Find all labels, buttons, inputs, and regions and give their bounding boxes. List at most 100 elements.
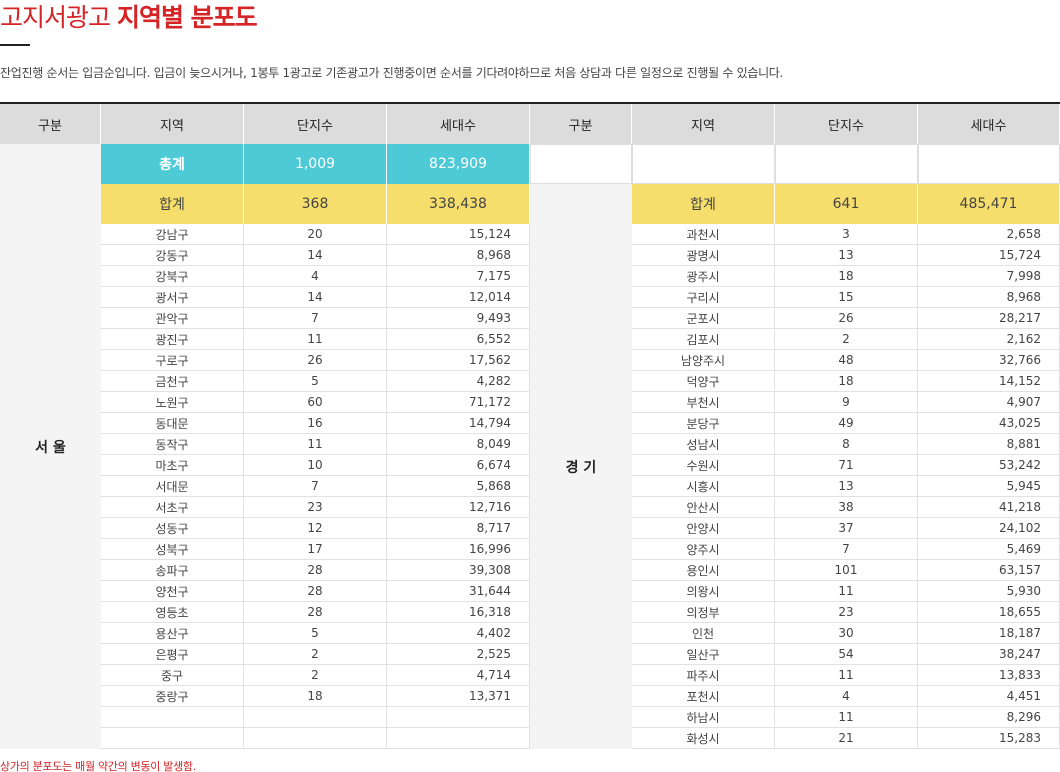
seoul-region-name: 은평구 — [101, 644, 244, 665]
seoul-region-name: 서초구 — [101, 497, 244, 518]
seoul-region-name: 영등초 — [101, 602, 244, 623]
seoul-region-name: 구로구 — [101, 350, 244, 371]
gyeonggi-complex-count: 48 — [775, 350, 918, 371]
gyeonggi-region-name: 일산구 — [632, 644, 775, 665]
gyeonggi-complex-count: 13 — [775, 476, 918, 497]
seoul-household-count: 17,562 — [387, 350, 530, 371]
seoul-household-count: 8,968 — [387, 245, 530, 266]
seoul-complex-count: 14 — [244, 287, 387, 308]
gyeonggi-region-name: 김포시 — [632, 329, 775, 350]
seoul-region-name: 용산구 — [101, 623, 244, 644]
seoul-household-count: 4,282 — [387, 371, 530, 392]
seoul-household-count — [387, 728, 530, 749]
gyeonggi-complex-count: 21 — [775, 728, 918, 749]
gyeonggi-household-count: 13,833 — [918, 665, 1060, 686]
seoul-complex-count: 10 — [244, 455, 387, 476]
seoul-complex-count: 5 — [244, 623, 387, 644]
seoul-sum-complexes: 368 — [244, 184, 387, 224]
gyeonggi-household-count: 4,451 — [918, 686, 1060, 707]
seoul-household-count: 16,318 — [387, 602, 530, 623]
header-cell: 단지수 — [244, 104, 387, 144]
gyeonggi-household-count: 5,945 — [918, 476, 1060, 497]
gyeonggi-household-count: 7,998 — [918, 266, 1060, 287]
gyeonggi-region-name: 인천 — [632, 623, 775, 644]
seoul-household-count — [387, 707, 530, 728]
gyeonggi-complex-count: 18 — [775, 266, 918, 287]
gyeonggi-household-count: 32,766 — [918, 350, 1060, 371]
gyeonggi-complex-count: 7 — [775, 539, 918, 560]
gyeonggi-complex-count: 11 — [775, 707, 918, 728]
seoul-household-count: 16,996 — [387, 539, 530, 560]
gyeonggi-complex-count: 8 — [775, 434, 918, 455]
seoul-complex-count: 20 — [244, 224, 387, 245]
page-description: 잔업진행 순서는 입금순입니다. 입금이 늦으시거나, 1봉투 1광고로 기존광… — [0, 66, 784, 80]
gyeonggi-region-name: 용인시 — [632, 560, 775, 581]
seoul-household-count: 4,402 — [387, 623, 530, 644]
gyeonggi-complex-count: 71 — [775, 455, 918, 476]
seoul-household-count: 2,525 — [387, 644, 530, 665]
gyeonggi-household-count: 15,283 — [918, 728, 1060, 749]
gyeonggi-complex-count: 54 — [775, 644, 918, 665]
seoul-complex-count: 28 — [244, 560, 387, 581]
group-label-seoul: 서 울 — [0, 144, 101, 749]
gyeonggi-complex-count: 37 — [775, 518, 918, 539]
gyeonggi-household-count: 18,655 — [918, 602, 1060, 623]
gyeonggi-region-name: 구리시 — [632, 287, 775, 308]
seoul-household-count: 6,552 — [387, 329, 530, 350]
header-cell: 지역 — [101, 104, 244, 144]
seoul-complex-count: 7 — [244, 308, 387, 329]
seoul-household-count: 13,371 — [387, 686, 530, 707]
seoul-complex-count: 12 — [244, 518, 387, 539]
gyeonggi-household-count: 2,658 — [918, 224, 1060, 245]
seoul-sum-households: 338,438 — [387, 184, 530, 224]
gyeonggi-region-name: 의왕시 — [632, 581, 775, 602]
gyeonggi-region-name: 남양주시 — [632, 350, 775, 371]
seoul-region-name: 강동구 — [101, 245, 244, 266]
seoul-complex-count: 23 — [244, 497, 387, 518]
seoul-complex-count: 28 — [244, 602, 387, 623]
gyeonggi-region-name: 포천시 — [632, 686, 775, 707]
gyeonggi-household-count: 2,162 — [918, 329, 1060, 350]
header-cell: 세대수 — [918, 104, 1060, 144]
seoul-region-name: 송파구 — [101, 560, 244, 581]
title-underline — [0, 44, 30, 46]
gyeonggi-complex-count: 3 — [775, 224, 918, 245]
gyeonggi-complex-count: 13 — [775, 245, 918, 266]
seoul-household-count: 4,714 — [387, 665, 530, 686]
gyeonggi-complex-count: 4 — [775, 686, 918, 707]
seoul-household-count: 31,644 — [387, 581, 530, 602]
gyeonggi-household-count: 18,187 — [918, 623, 1060, 644]
gyeonggi-region-name: 군포시 — [632, 308, 775, 329]
gyeonggi-complex-count: 38 — [775, 497, 918, 518]
gyeonggi-complex-count: 2 — [775, 329, 918, 350]
seoul-region-name: 노원구 — [101, 392, 244, 413]
seoul-complex-count: 26 — [244, 350, 387, 371]
gyeonggi-complex-count: 11 — [775, 665, 918, 686]
seoul-region-name: 동대문 — [101, 413, 244, 434]
gyeonggi-region-name: 덕양구 — [632, 371, 775, 392]
group-label-gyeonggi: 경 기 — [530, 184, 632, 749]
seoul-household-count: 8,049 — [387, 434, 530, 455]
seoul-region-name: 마초구 — [101, 455, 244, 476]
seoul-household-count: 7,175 — [387, 266, 530, 287]
seoul-complex-count — [244, 707, 387, 728]
seoul-region-name: 성동구 — [101, 518, 244, 539]
seoul-region-name: 성북구 — [101, 539, 244, 560]
gyeonggi-complex-count: 26 — [775, 308, 918, 329]
gyeonggi-region-name: 의정부 — [632, 602, 775, 623]
gyeonggi-household-count: 4,907 — [918, 392, 1060, 413]
grand-total-households: 823,909 — [387, 144, 530, 184]
page-title-bold: 지역별 분포도 — [116, 3, 258, 32]
gyeonggi-household-count: 28,217 — [918, 308, 1060, 329]
gyeonggi-region-name: 분당구 — [632, 413, 775, 434]
gyeonggi-sum-complexes: 641 — [775, 184, 918, 224]
gyeonggi-region-name: 시흥시 — [632, 476, 775, 497]
seoul-region-name: 광서구 — [101, 287, 244, 308]
gyeonggi-household-count: 5,930 — [918, 581, 1060, 602]
seoul-complex-count: 60 — [244, 392, 387, 413]
empty-cell — [632, 144, 775, 184]
seoul-region-name: 강남구 — [101, 224, 244, 245]
gyeonggi-household-count: 53,242 — [918, 455, 1060, 476]
seoul-complex-count: 11 — [244, 329, 387, 350]
